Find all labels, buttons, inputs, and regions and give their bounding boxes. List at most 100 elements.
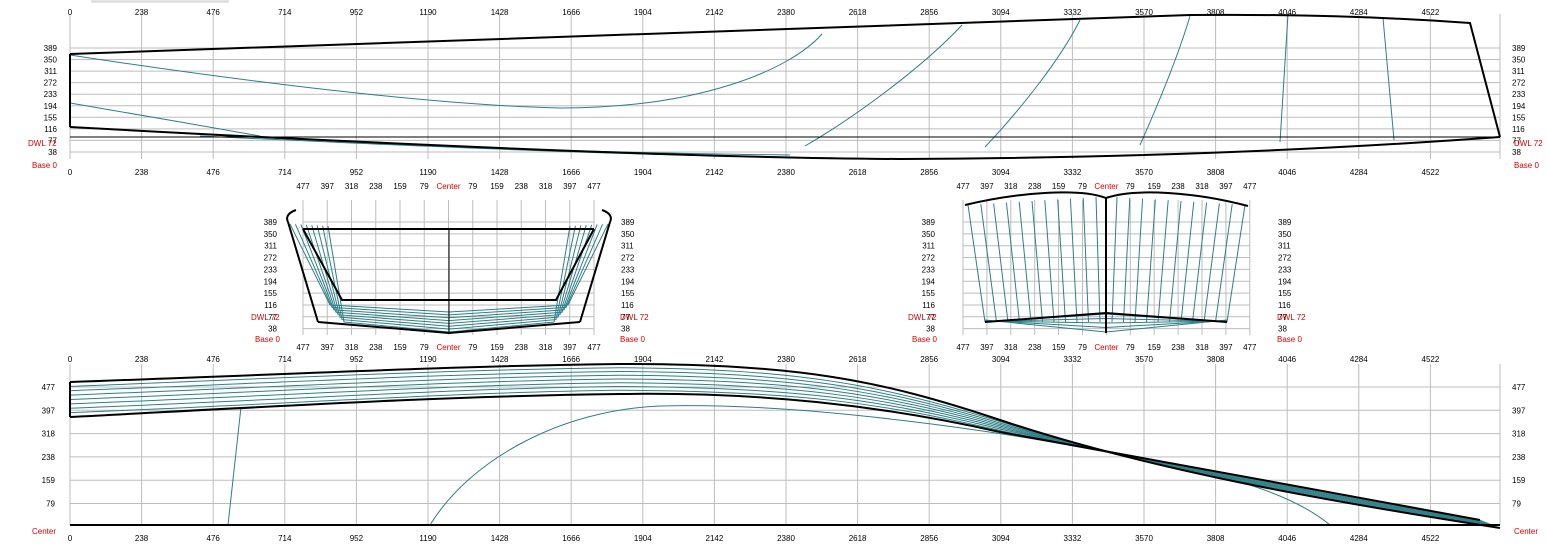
body-plan-right-section-line [1123,197,1131,323]
x-tick-label: 476 [207,168,221,177]
x-tick-label: 2142 [706,168,724,177]
y-tick-label: 238 [1512,453,1526,462]
x-tick-label: 159 [490,343,504,352]
x-tick-label: 318 [539,182,553,191]
x-tick-label: 1190 [419,534,437,543]
plan-x-ticks-top: 0 238 476 714 952 1190 1428 1666 1904 2142 2380 261… [68,355,1440,364]
x-tick-label: 397 [1219,182,1233,191]
body-plan-left-dwl-label-right: DWL 72 [620,313,649,322]
x-tick-label: 477 [956,182,970,191]
y-tick-label: 272 [44,79,58,88]
x-tick-label: 4522 [1422,168,1440,177]
y-tick-label: 159 [1512,476,1526,485]
x-tick-label: 3332 [1064,534,1082,543]
body-plan-right-section-line [967,204,986,323]
x-tick-label: Center [1094,182,1118,191]
x-tick-label: 1190 [419,168,437,177]
x-tick-label: 4522 [1422,8,1440,17]
x-tick-label: 1666 [562,534,580,543]
y-tick-label: 233 [1512,90,1526,99]
body-plan-right-section-line [993,203,1009,323]
x-tick-label: 79 [1078,343,1087,352]
x-tick-label: 477 [1243,343,1257,352]
x-tick-label: 2856 [920,168,938,177]
plan-waterline [69,382,1488,524]
x-tick-label: 477 [956,343,970,352]
y-tick-label: 116 [621,301,634,310]
plan-view: 0 238 476 714 952 1190 1428 1666 1904 2142 2380 261… [32,355,1538,543]
y-tick-label: 38 [268,325,277,334]
x-tick-label: 1666 [562,168,580,177]
y-tick-label: 389 [1512,44,1526,53]
x-tick-label: 2618 [849,355,867,364]
x-tick-label: 2142 [706,8,724,17]
body-plan-right-section-line [1018,201,1032,323]
profile-x-ticks-top: 0 238 476 714 952 1190 1428 1666 1904 2142 2380 261… [68,8,1440,17]
profile-keel-outline [69,126,1501,161]
x-tick-label: 1190 [419,8,437,17]
profile-station-curve-4 [1279,13,1289,143]
x-tick-label: 397 [563,343,577,352]
plan-x-ticks-bottom: 0 238 476 714 952 1190 1428 1666 1904 2142 2380 261… [68,534,1440,543]
body-plan-right-sections [967,196,1246,333]
y-tick-label: 194 [922,277,936,286]
y-tick-label: 233 [1278,265,1292,274]
x-tick-label: 477 [1243,182,1257,191]
x-tick-label: 397 [980,182,994,191]
body-plan-right-section-line [1146,199,1156,323]
x-tick-label: 238 [369,343,383,352]
x-tick-label: 79 [420,343,429,352]
y-tick-label: 389 [922,218,936,227]
x-tick-label: 4522 [1422,355,1440,364]
x-tick-label: 477 [296,343,310,352]
body-plan-right-section-line [1226,204,1246,323]
x-tick-label: 3570 [1135,534,1153,543]
y-tick-label: 350 [1512,56,1526,65]
x-tick-label: 238 [135,168,149,177]
y-tick-label: 79 [1512,500,1521,509]
y-tick-label: 311 [1512,67,1525,76]
x-tick-label: 79 [1126,343,1135,352]
y-tick-label: 311 [44,67,57,76]
plan-center-label-right: Center [1514,527,1538,536]
x-tick-label: 159 [1148,182,1162,191]
y-tick-label: 116 [1278,301,1291,310]
body-plan-right-dwl-label: DWL 72 [908,313,937,322]
body-plan-right-y-ticks-right: 389 350 311 272 233 194 155 116 77 38 [1278,218,1292,334]
x-tick-label: 2380 [777,534,795,543]
y-tick-label: 155 [621,289,635,298]
body-plan-right-section-line [1044,200,1055,323]
x-tick-label: 2856 [920,8,938,17]
x-tick-label: 4046 [1278,8,1296,17]
x-tick-label: 2856 [920,355,938,364]
body-plan-right-section-line [1069,198,1078,323]
profile-base-label-left: Base 0 [32,161,57,170]
body-plan-left-hull-side [287,221,611,323]
x-tick-label: 3570 [1135,168,1153,177]
x-tick-label: 3094 [992,8,1010,17]
plan-waterline [69,370,1496,527]
x-tick-label: 238 [515,343,529,352]
y-tick-label: 79 [46,500,55,509]
body-plan-left-dwl-label: DWL 72 [251,313,280,322]
x-tick-label: 2856 [920,534,938,543]
x-tick-label: Center [436,343,460,352]
x-tick-label: 318 [539,343,553,352]
y-tick-label: 194 [264,277,278,286]
y-tick-label: 311 [1278,242,1291,251]
x-tick-label: 238 [135,8,149,17]
body-plan-left-base-label: Base 0 [255,335,280,344]
x-tick-label: 238 [1028,182,1042,191]
y-tick-label: 350 [264,230,278,239]
y-tick-label: 397 [42,406,56,415]
y-tick-label: 389 [44,44,58,53]
y-tick-label: 116 [922,301,935,310]
y-tick-label: 272 [621,254,635,263]
y-tick-label: 389 [264,218,278,227]
plan-station-curve-1 [227,406,242,526]
x-tick-label: 79 [1078,182,1087,191]
y-tick-label: 194 [44,102,58,111]
y-tick-label: 159 [42,476,56,485]
x-tick-label: 952 [350,534,364,543]
x-tick-label: 3332 [1064,355,1082,364]
